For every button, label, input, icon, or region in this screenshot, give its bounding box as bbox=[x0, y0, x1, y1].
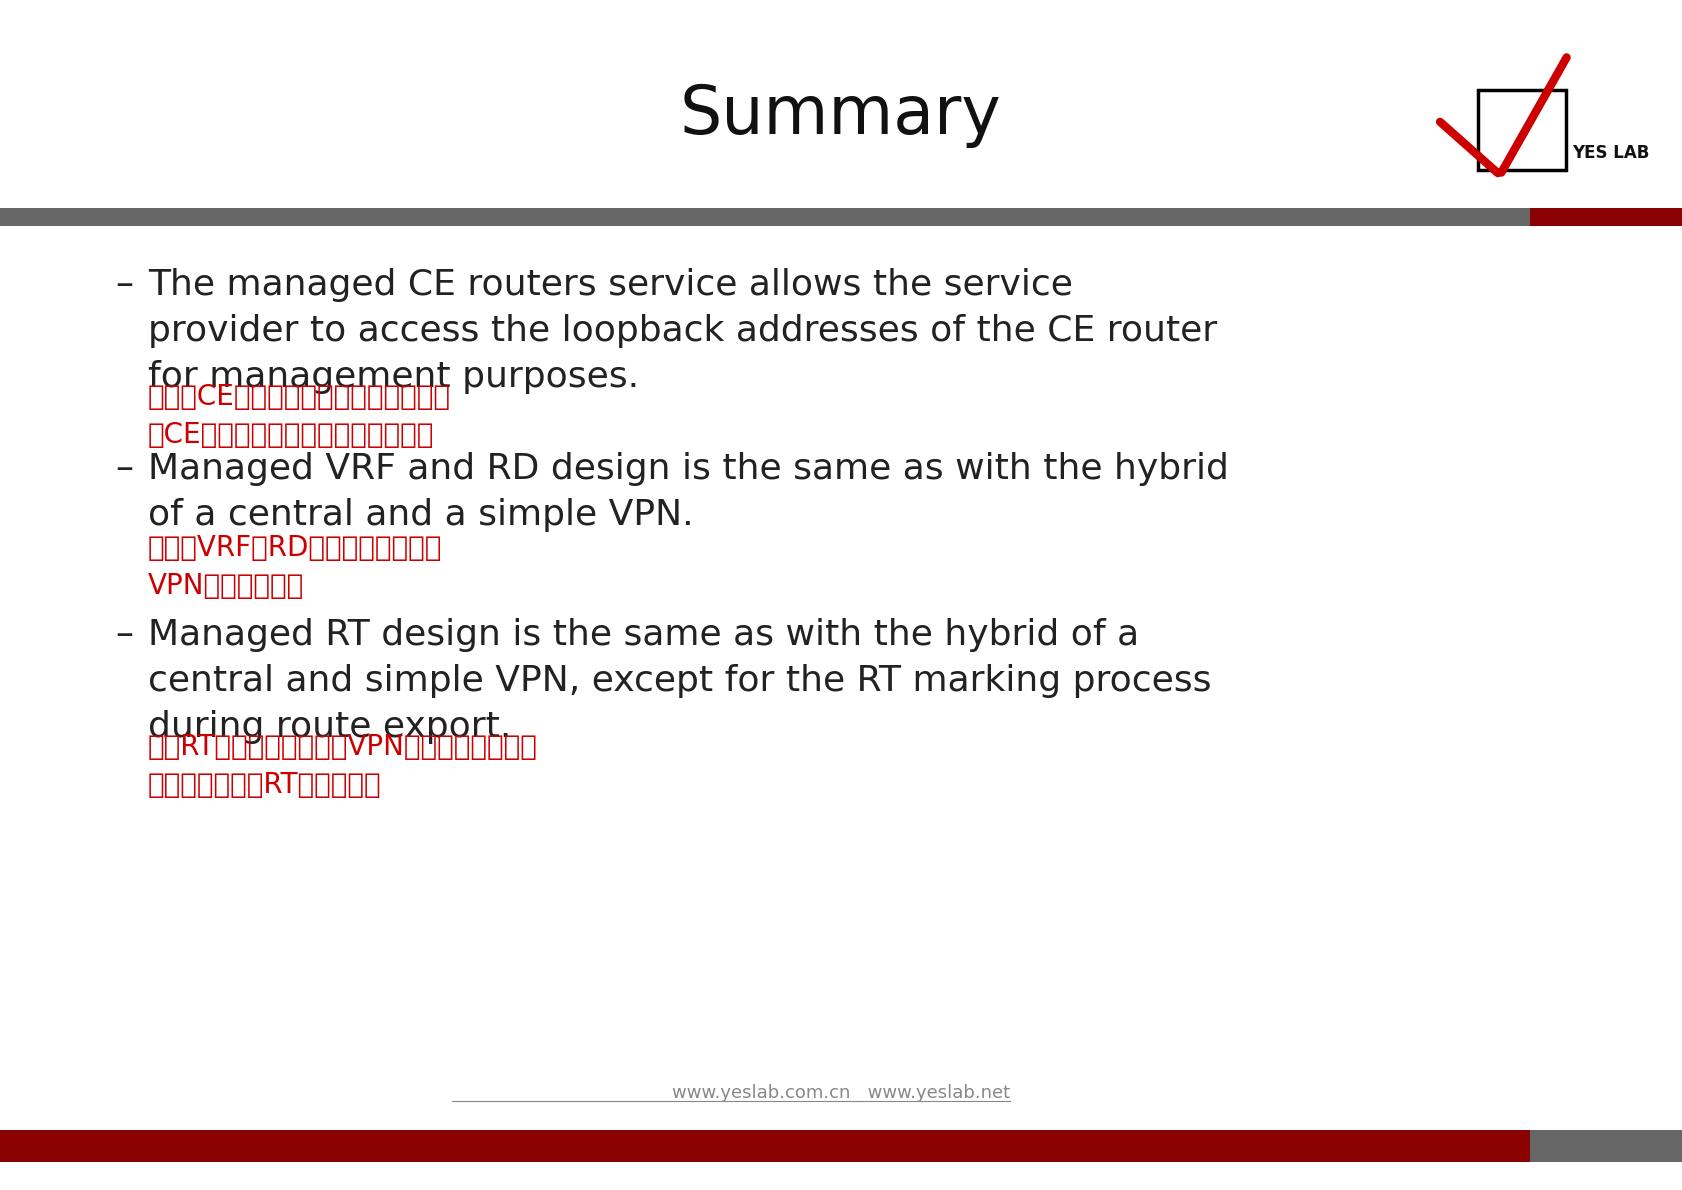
Text: 管理的VRF和RD设计与中央和简单
VPN的混合相同。: 管理的VRF和RD设计与中央和简单 VPN的混合相同。 bbox=[148, 534, 442, 600]
Bar bbox=[0, 1130, 1529, 1161]
Text: 托管RT设计与中央和简单VPN的混合相同，除了
路由导出期间的RT标记过程。: 托管RT设计与中央和简单VPN的混合相同，除了 路由导出期间的RT标记过程。 bbox=[148, 733, 538, 798]
Text: –: – bbox=[114, 268, 133, 302]
Bar bbox=[0, 208, 1529, 226]
Text: The managed CE routers service allows the service
provider to access the loopbac: The managed CE routers service allows th… bbox=[148, 268, 1216, 394]
Bar bbox=[1477, 90, 1564, 170]
Text: –: – bbox=[114, 618, 133, 652]
Text: www.yeslab.com.cn   www.yeslab.net: www.yeslab.com.cn www.yeslab.net bbox=[671, 1084, 1009, 1102]
Text: –: – bbox=[114, 452, 133, 486]
Text: YES LAB: YES LAB bbox=[1571, 144, 1648, 162]
Text: Managed VRF and RD design is the same as with the hybrid
of a central and a simp: Managed VRF and RD design is the same as… bbox=[148, 452, 1228, 532]
Bar bbox=[1529, 1130, 1682, 1161]
Text: Summary: Summary bbox=[680, 82, 1001, 148]
Bar bbox=[1529, 208, 1682, 226]
Text: Managed RT design is the same as with the hybrid of a
central and simple VPN, ex: Managed RT design is the same as with th… bbox=[148, 618, 1211, 744]
Text: 管理的CE路由器服务允许服务提供商访
问CE路由器的环回地址以进行管理。: 管理的CE路由器服务允许服务提供商访 问CE路由器的环回地址以进行管理。 bbox=[148, 383, 451, 449]
